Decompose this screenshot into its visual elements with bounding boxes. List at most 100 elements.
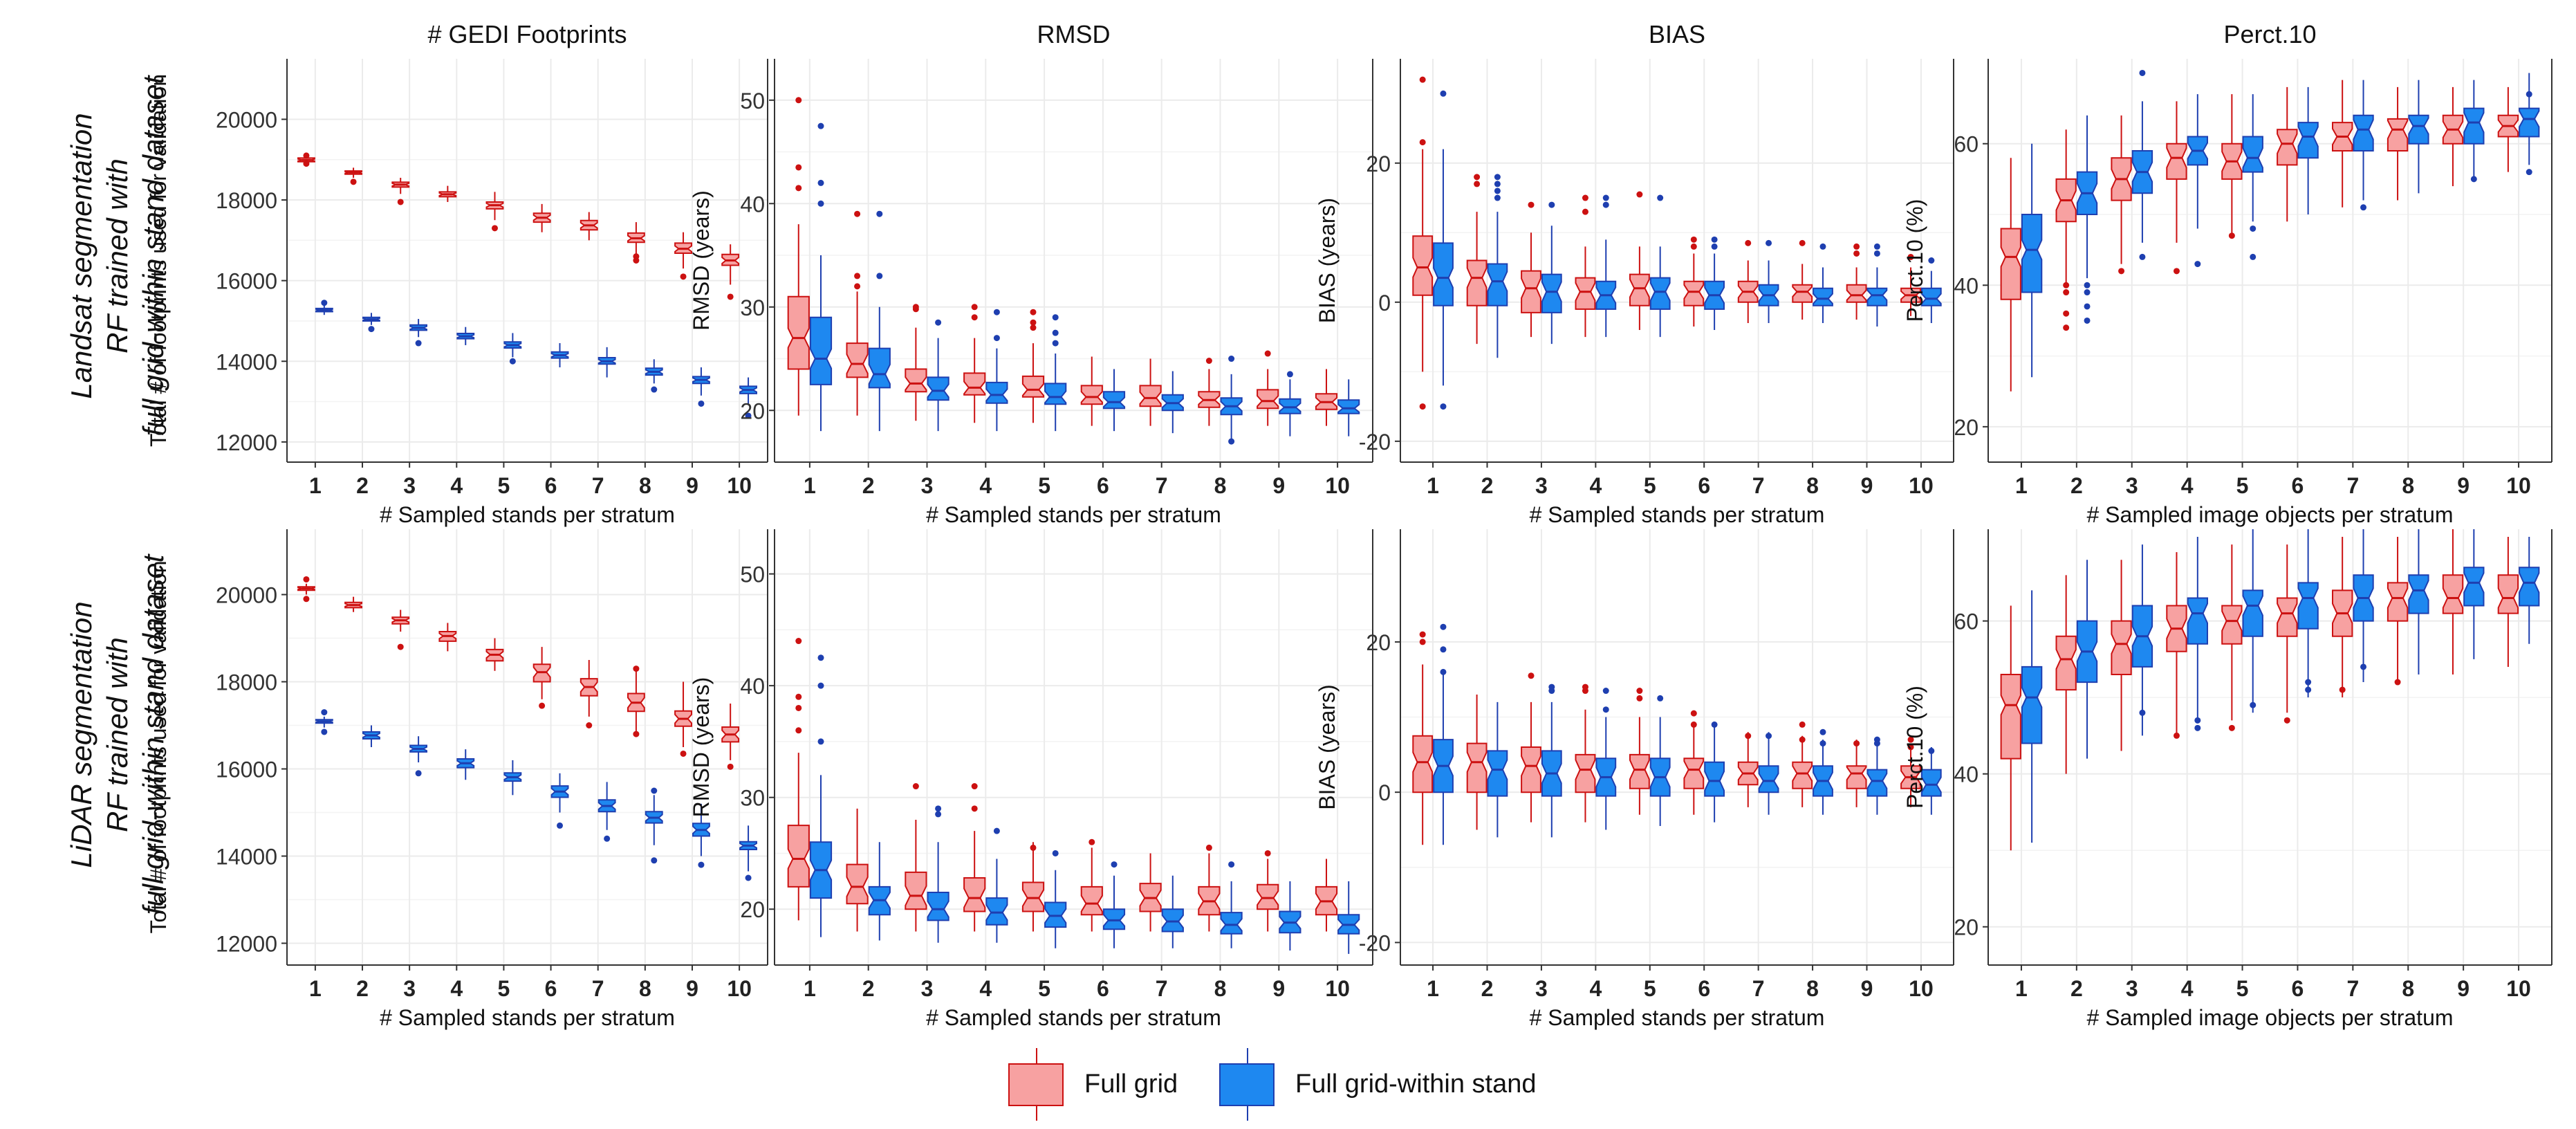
outlier-point [415,770,422,777]
y-tick-label: 0 [1378,291,1391,315]
legend-item-within-stand: Full grid-within stand [1214,1048,1536,1121]
outlier-point [2063,310,2070,317]
x-axis-title: # Sampled stands per stratum [926,502,1221,527]
outlier-point [1636,688,1643,695]
box [2408,574,2429,614]
outlier-point [321,728,328,735]
x-tick-label: 10 [1909,976,1934,1001]
outlier-point [1711,243,1718,250]
outlier-point [1636,695,1643,701]
y-tick-label: 60 [1954,609,1979,634]
outlier-point [993,335,1000,342]
x-tick-label: 5 [2236,976,2249,1001]
box [1541,273,1562,313]
box [1412,235,1434,296]
panel: 12000 14000 16000 18000 20000 1 2 3 4 5 6 7 8 9 10 # GE… [146,20,768,527]
box [927,892,949,921]
outlier-point [1419,631,1426,638]
box [1080,385,1103,405]
outlier-point [1052,850,1059,856]
outlier-point [1690,721,1697,728]
x-tick-label: 9 [686,473,698,498]
outlier-point [912,304,919,311]
box [2463,107,2485,145]
outlier-point [2305,679,2312,686]
x-tick-label: 6 [1698,976,1710,1001]
outlier-point [971,304,978,311]
outlier-point [1690,236,1697,243]
outlier-point [745,874,752,881]
y-tick-label: 20 [740,897,765,922]
x-tick-label: 5 [1644,473,1656,498]
x-tick-label: 4 [1589,473,1602,498]
outlier-point [2194,724,2201,731]
x-tick-label: 2 [2070,473,2083,498]
panel-title: # GEDI Footprints [427,20,627,48]
box [2463,567,2485,607]
x-tick-label: 9 [1272,473,1285,498]
outlier-point [795,164,802,171]
x-tick-label: 5 [1038,976,1050,1001]
x-tick-label: 7 [1752,473,1765,498]
x-tick-label: 6 [1097,473,1109,498]
y-tick-label: 12000 [216,932,277,957]
outlier-point [557,822,564,829]
outlier-point [2360,663,2367,670]
x-tick-label: 2 [862,976,875,1001]
x-tick-label: 10 [1325,473,1350,498]
x-tick-label: 4 [979,976,992,1001]
y-axis-title: Total # of footprints used for validatio… [146,561,171,934]
x-tick-label: 7 [592,976,604,1001]
outlier-point [1205,358,1212,365]
outlier-point [2118,268,2125,275]
outlier-point [1264,850,1271,856]
x-tick-label: 7 [2346,473,2359,498]
outlier-point [2084,303,2091,310]
outlier-point [1494,181,1501,187]
x-axis-title: # Sampled image objects per stratum [2086,1005,2453,1030]
outlier-point [1228,861,1235,868]
outlier-point [1474,174,1481,181]
outlier-point [2526,169,2532,176]
outlier-point [586,722,593,728]
y-tick-label: 60 [1954,132,1979,157]
box [1629,273,1650,306]
y-tick-label: 20 [1366,152,1391,176]
x-axis-title: # Sampled stands per stratum [380,1005,675,1030]
x-tick-label: 5 [1644,976,1656,1001]
outlier-point [727,293,734,300]
outlier-point [2526,91,2532,98]
outlier-point [1440,646,1447,653]
x-tick-label: 5 [1038,473,1050,498]
outlier-point [1030,319,1037,326]
legend: Full grid Full grid-within stand [1003,1048,1625,1121]
box [2408,114,2429,145]
y-axis-title: RMSD (years) [689,190,714,331]
x-tick-label: 1 [804,473,816,498]
outlier-point [1494,187,1501,194]
x-tick-label: 6 [2292,976,2304,1001]
outlier-point [795,727,802,734]
box [868,347,891,389]
x-tick-label: 2 [356,473,369,498]
outlier-point [1907,736,1914,743]
x-tick-label: 10 [1909,473,1934,498]
box [905,871,927,910]
panel-title: BIAS [1649,20,1705,48]
y-tick-label: -20 [1359,430,1391,455]
outlier-point [817,682,824,689]
x-tick-label: 6 [2292,473,2304,498]
outlier-point [854,273,861,279]
x-tick-label: 7 [1156,473,1168,498]
outlier-point [651,787,658,794]
outlier-point [1819,740,1826,747]
y-tick-label: 18000 [216,670,277,695]
panel-title: Perct.10 [2223,20,2316,48]
outlier-point [795,638,802,645]
x-tick-label: 8 [639,976,651,1001]
box [1683,758,1705,789]
panel: 20 30 40 50 1 2 3 4 5 6 7 8 9 10 RMSD # Sampled stands … [689,20,1373,527]
box [1487,263,1508,306]
box [1920,287,1942,306]
box [963,372,986,396]
